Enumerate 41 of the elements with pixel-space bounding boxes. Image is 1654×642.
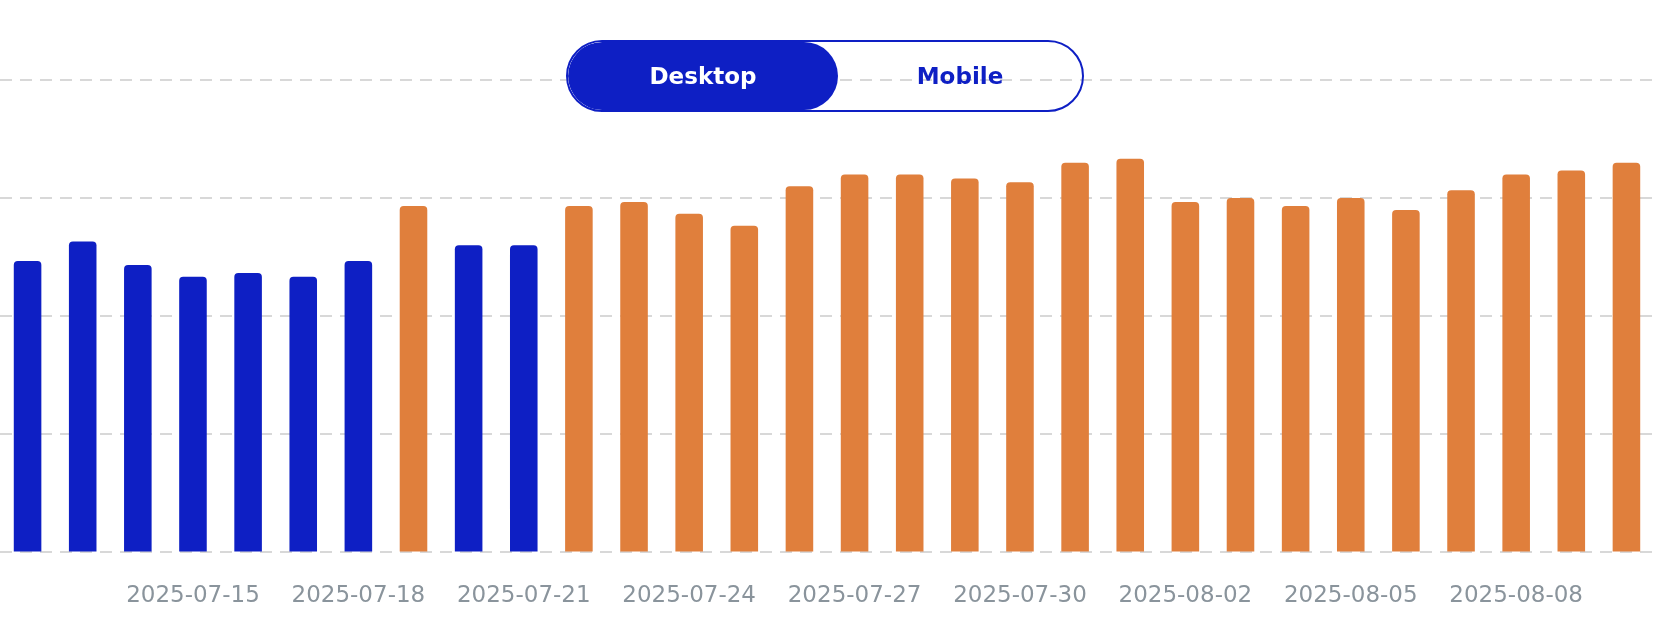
bar <box>179 276 207 552</box>
bar <box>1281 205 1310 552</box>
bar <box>1502 174 1530 552</box>
bar <box>344 261 373 552</box>
bar <box>234 272 262 552</box>
text: Desktop <box>568 42 838 110</box>
bar <box>13 261 42 552</box>
bar <box>1612 162 1641 552</box>
bar <box>895 174 924 552</box>
text: Mobile <box>915 62 1005 91</box>
bar <box>730 225 759 552</box>
bar <box>124 265 152 552</box>
bar <box>951 178 979 552</box>
bar <box>454 245 483 552</box>
bar <box>1557 170 1586 552</box>
bar <box>1006 182 1034 552</box>
bar <box>840 174 869 552</box>
bar <box>1226 198 1255 552</box>
x-tick-label: 2025-08-02 <box>1118 581 1253 608</box>
bar <box>620 202 648 552</box>
bar <box>1116 158 1145 552</box>
bar <box>675 213 703 552</box>
x-tick-label: 2025-07-30 <box>953 581 1087 608</box>
bar <box>1171 202 1200 552</box>
x-tick-label: 2025-08-08 <box>1449 581 1583 608</box>
bar <box>68 241 97 552</box>
x-tick-label: 2025-08-05 <box>1283 581 1418 608</box>
bar <box>399 205 428 552</box>
x-tick-label: 2025-07-21 <box>456 581 591 608</box>
bar <box>509 245 538 552</box>
bar <box>565 205 593 552</box>
bar <box>1392 209 1420 552</box>
bar <box>1447 190 1475 552</box>
x-tick-label: 2025-07-27 <box>787 581 922 608</box>
bar <box>1061 162 1089 552</box>
x-tick-label: 2025-07-18 <box>291 581 426 608</box>
x-tick-label: 2025-07-24 <box>622 581 756 608</box>
bar <box>785 186 814 552</box>
bar <box>1336 198 1365 552</box>
bar <box>289 276 318 552</box>
x-tick-label: 2025-07-15 <box>126 581 260 608</box>
